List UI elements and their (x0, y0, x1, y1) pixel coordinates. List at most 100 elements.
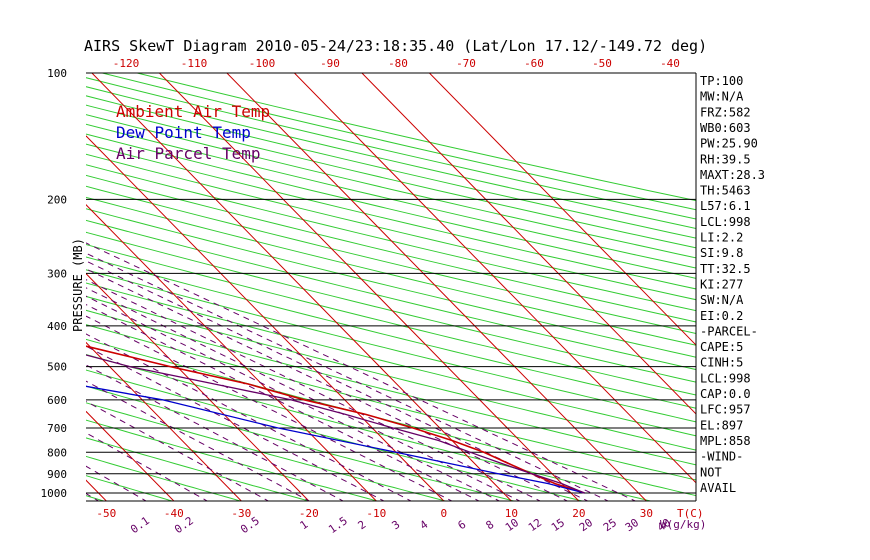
pressure-tick-label: 300 (47, 267, 67, 280)
sounding-index: LCL:998 (700, 371, 751, 385)
chart-title: AIRS SkewT Diagram 2010-05-24/23:18:35.4… (84, 37, 707, 55)
mixing-ratio-line (86, 242, 637, 501)
dry-adiabat-line (86, 208, 696, 358)
legend: Ambient Air Temp Dew Point Temp Air Parcel… (116, 102, 270, 163)
mixing-ratio-tick-label: 40 (655, 516, 673, 534)
mixing-ratio-line (86, 465, 148, 501)
top-temp-tick-label: -90 (320, 57, 340, 70)
isotherm-line (86, 479, 107, 501)
dry-adiabat-line (86, 164, 696, 312)
sounding-index: -PARCEL- (700, 324, 758, 338)
top-temp-tick-label: -70 (456, 57, 476, 70)
sounding-index: TH:5463 (700, 184, 751, 198)
pressure-tick-label: 1000 (41, 487, 68, 500)
mixing-ratio-line (86, 260, 589, 501)
isotherm-line (226, 73, 647, 501)
pressure-tick-labels: 100 200 300 400 500 600 700 800 900 1000 (41, 67, 68, 500)
series-line-dew-point-temp (86, 385, 585, 494)
mixing-ratio-line (86, 380, 311, 501)
isotherm-line (159, 73, 580, 501)
sounding-index: PW:25.90 (700, 137, 758, 151)
y-axis-label: PRESSURE (MB) (71, 238, 85, 332)
dry-adiabat-line (86, 133, 696, 279)
pressure-tick-label: 700 (47, 422, 67, 435)
mixing-ratio-line (86, 287, 521, 501)
dry-adiabat-line (86, 231, 696, 383)
top-temp-tick-label: -40 (660, 57, 680, 70)
sounding-index: NOT (700, 465, 722, 479)
pressure-tick-label: 400 (47, 320, 67, 333)
dry-adiabat-line (86, 495, 106, 501)
bottom-temp-tick-label: -30 (231, 507, 251, 520)
dry-adiabat-line (86, 353, 653, 501)
legend-entry: Air Parcel Temp (116, 144, 261, 163)
dry-adiabat-line (86, 338, 696, 497)
dry-adiabat-line (86, 114, 696, 259)
mixing-ratio-tick-label: 15 (549, 516, 567, 534)
isotherm-line (86, 272, 310, 501)
bottom-temp-unit: T(C) (677, 507, 704, 520)
mixing-ratio-tick-label: 30 (623, 516, 641, 534)
mixing-ratio-tick-labels: 0.1 0.2 0.5 1 1.5 2 3 4 6 8 10 12 15 20 25 30 40 (128, 514, 673, 536)
mixing-ratio-tick-label: 3 (390, 518, 403, 532)
top-temp-tick-label: -80 (388, 57, 408, 70)
dry-adiabat-line (86, 309, 696, 466)
bottom-temp-tick-label: 0 (441, 507, 448, 520)
bottom-temp-tick-label: 10 (505, 507, 518, 520)
sounding-index: CAP:0.0 (700, 387, 751, 401)
sounding-index: TT:32.5 (700, 262, 751, 276)
dry-adiabat-line (86, 143, 696, 290)
mixing-ratio-tick-label: 8 (484, 518, 497, 532)
mixing-ratio-tick-label: 2 (356, 518, 369, 532)
isotherm-line (86, 410, 175, 501)
sounding-index: -WIND- (700, 450, 743, 464)
dry-adiabat-line (86, 256, 696, 409)
dry-adiabat-line (86, 219, 696, 371)
sounding-index: MAXT:28.3 (700, 168, 765, 182)
dry-adiabat-line (86, 243, 696, 396)
mixing-ratio-tick-label: 1 (298, 518, 311, 532)
dry-adiabat-line (86, 419, 380, 501)
isotherm-line (86, 341, 242, 501)
dry-adiabat-line (86, 104, 696, 249)
mixing-ratio-unit: W(g/kg) (660, 518, 706, 531)
dry-adiabat-line (86, 123, 696, 269)
sounding-index: CAPE:5 (700, 340, 743, 354)
sounding-index: LCL:998 (700, 215, 751, 229)
sounding-index: TP:100 (700, 74, 743, 88)
sounding-index: WB0:603 (700, 121, 751, 135)
sounding-index: SW:N/A (700, 293, 744, 307)
top-temp-tick-label: -110 (181, 57, 208, 70)
sounding-index: CINH:5 (700, 356, 743, 370)
series-line-ambient-air-temp (86, 345, 585, 494)
mixing-ratio-line (86, 364, 345, 501)
pressure-tick-label: 200 (47, 193, 67, 206)
isotherm-line (294, 73, 696, 484)
mixing-ratio-tick-label: 1.5 (326, 514, 350, 536)
sounding-index: FRZ:582 (700, 105, 751, 119)
dry-adiabat-line (86, 437, 311, 501)
mixing-ratio-tick-label: 0.1 (128, 514, 152, 536)
bottom-temp-tick-label: -40 (164, 507, 184, 520)
legend-entry: Dew Point Temp (116, 123, 251, 142)
top-temp-tick-label: -60 (524, 57, 544, 70)
mixing-ratio-tick-label: 4 (418, 518, 431, 533)
sounding-index: MW:N/A (700, 90, 744, 104)
sounding-index: LI:2.2 (700, 231, 743, 245)
pressure-tick-label: 100 (47, 67, 67, 80)
profile-series (86, 345, 585, 494)
mixing-ratio-line (86, 493, 100, 501)
bottom-temp-tick-label: -20 (299, 507, 319, 520)
isotherm-line (429, 73, 696, 346)
mixing-ratio-line (86, 432, 209, 501)
dry-adiabat-line (86, 295, 696, 451)
bottom-temp-tick-labels: -50 -40 -30 -20 -10 0 10 20 30 (96, 507, 653, 520)
dry-adiabat-line (86, 369, 585, 501)
mixing-ratio-tick-label: 25 (601, 516, 619, 534)
mixing-ratio-tick-label: 10 (503, 516, 521, 534)
isotherm-line (91, 73, 512, 501)
bottom-temp-tick-label: 20 (572, 507, 585, 520)
top-temp-tick-label: -120 (113, 57, 140, 70)
